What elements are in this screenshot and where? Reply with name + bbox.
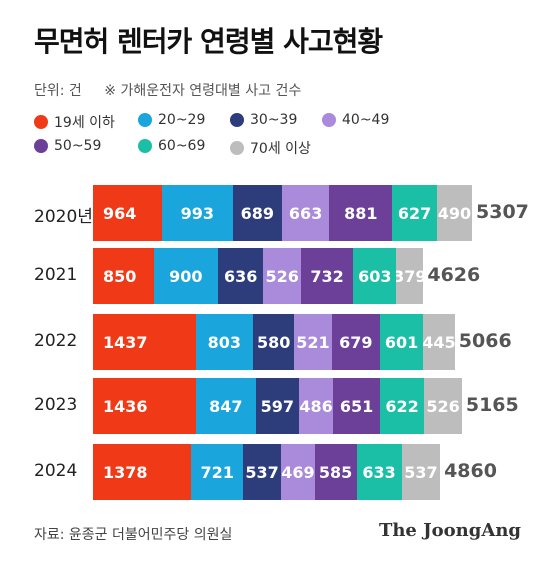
- bar-segment: 445: [423, 314, 455, 370]
- legend-swatch: [230, 113, 244, 127]
- legend-label: 30~39: [250, 112, 298, 128]
- legend-item: 19세 이하: [34, 112, 115, 132]
- total-label: 5066: [458, 330, 512, 352]
- bar-segment: 526: [424, 378, 462, 434]
- bar-segment: 585: [314, 444, 357, 500]
- bar-segment: 526: [263, 248, 301, 304]
- bar-segment: 521: [294, 314, 332, 370]
- bar-segment: 689: [232, 185, 282, 241]
- year-label: 2021: [34, 265, 78, 285]
- chart-title: 무면허 렌터카 연령별 사고현황: [34, 25, 383, 58]
- bar-segment: 597: [256, 378, 299, 434]
- unit-note: 단위: 건 ※ 가해운전자 연령대별 사고 건수: [34, 80, 319, 100]
- brand-logo: The JoongAng: [378, 520, 521, 541]
- bar-segment: 679: [331, 314, 381, 370]
- bar-segment: 633: [356, 444, 402, 500]
- bar-segment: 847: [195, 378, 257, 434]
- bar-segment: 881: [329, 185, 393, 241]
- bar-segment: 651: [333, 378, 380, 434]
- total-label: 4626: [427, 264, 481, 286]
- bar-segment: 721: [191, 444, 243, 500]
- legend-item: 30~39: [230, 112, 297, 128]
- legend-label: 60~69: [158, 138, 206, 154]
- bar-segment: 1378: [93, 444, 192, 500]
- bar-segment: 900: [153, 248, 218, 304]
- bar-segment: 601: [380, 314, 423, 370]
- legend-label: 20~29: [158, 112, 206, 128]
- bar-segment: 850: [93, 248, 154, 304]
- bar-segment: 964: [93, 185, 162, 241]
- year-label: 2023: [34, 395, 78, 415]
- bar-segment: 537: [401, 444, 441, 500]
- legend-swatch: [230, 141, 244, 155]
- bar-segment: 469: [281, 444, 315, 500]
- bar-segment: 1436: [93, 378, 196, 434]
- legend-label: 19세 이하: [54, 115, 115, 131]
- bar-segment: 803: [195, 314, 253, 370]
- legend-label: 70세 이상: [250, 141, 311, 157]
- legend-item: 60~69: [138, 138, 205, 154]
- legend-swatch: [34, 139, 48, 153]
- bar-segment: 486: [298, 378, 334, 434]
- legend-swatch: [138, 113, 152, 127]
- source-text: 자료: 윤종군 더불어민주당 의원실: [34, 527, 233, 543]
- bar-segment: 580: [252, 314, 295, 370]
- year-label: 2024: [34, 461, 78, 481]
- bar-segment: 537: [242, 444, 282, 500]
- unit-label: 단위: 건: [34, 83, 82, 99]
- bar-segment: 732: [300, 248, 354, 304]
- legend-label: 50~59: [54, 138, 102, 154]
- legend-swatch: [34, 115, 48, 129]
- legend-label: 40~49: [342, 112, 390, 128]
- bar-segment: 490: [437, 185, 472, 241]
- bar-segment: 1437: [93, 314, 196, 370]
- year-label: 2020년: [34, 207, 93, 227]
- bar-segment: 379: [396, 248, 424, 304]
- bar-segment: 663: [281, 185, 330, 241]
- bar-segment: 636: [217, 248, 264, 304]
- legend-item: 40~49: [322, 112, 389, 128]
- note-text: ※ 가해운전자 연령대별 사고 건수: [104, 83, 302, 99]
- legend-swatch: [138, 139, 152, 153]
- bar-segment: 627: [392, 185, 437, 241]
- bar-segment: 622: [379, 378, 425, 434]
- year-label: 2022: [34, 331, 78, 351]
- total-label: 4860: [444, 460, 497, 482]
- total-label: 5307: [476, 201, 529, 223]
- legend-swatch: [322, 113, 336, 127]
- bar-segment: 603: [353, 248, 397, 304]
- total-label: 5165: [465, 394, 519, 416]
- legend-item: 70세 이상: [230, 138, 311, 158]
- legend-item: 20~29: [138, 112, 205, 128]
- legend-item: 50~59: [34, 138, 101, 154]
- bar-segment: 993: [161, 185, 233, 241]
